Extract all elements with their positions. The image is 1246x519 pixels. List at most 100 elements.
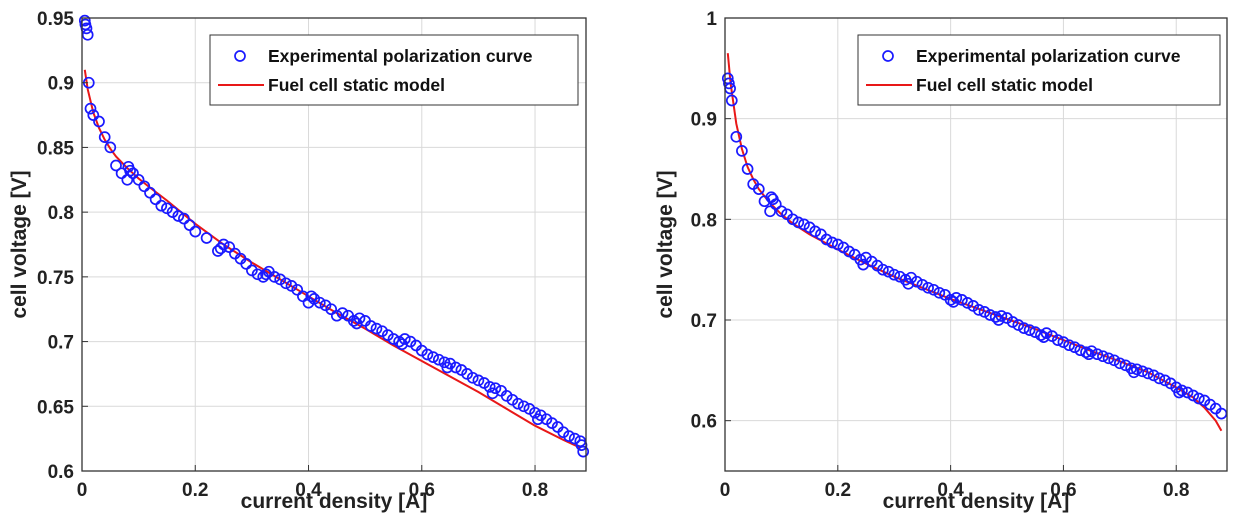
y-tick-label: 0.9 [48,74,74,95]
data-point [1159,374,1171,387]
data-point [922,281,934,294]
data-point [910,275,923,288]
y-axis-label: cell voltage [V] [654,170,677,318]
data-point [809,225,822,238]
data-point [305,290,318,303]
data-point [894,270,906,283]
data-point [877,263,889,276]
data-point [1063,339,1075,352]
data-point [149,193,162,206]
data-point [347,315,360,327]
data-point [568,432,581,445]
y-tick-label: 0.6 [691,412,717,433]
data-point [956,294,968,306]
data-point [1192,392,1205,405]
data-point [933,286,946,299]
data-point [172,210,185,222]
x-tick-label: 0.4 [295,480,322,501]
data-point [1097,350,1109,363]
x-tick-label: 0.8 [1163,480,1189,501]
data-point [1012,319,1025,331]
data-point [950,292,963,304]
data-point [313,296,326,309]
legend-label-model: Fuel cell static model [916,75,1093,95]
data-point [466,371,479,384]
data-point [826,236,839,249]
data-point [81,28,94,41]
y-tick-label: 0.75 [37,268,74,289]
data-point [268,271,281,283]
x-axis-label: current density [A] [241,490,428,513]
data-point [110,159,122,172]
y-axis-label: cell voltage [V] [8,170,31,318]
axes-box [724,17,1228,472]
y-tick-label: 0.8 [691,210,717,231]
y-tick-label: 1 [706,9,717,30]
data-point [995,310,1008,322]
data-point [577,445,590,458]
data-point [421,348,434,361]
data-point [449,361,462,374]
data-point [723,77,735,90]
data-point [387,333,400,345]
data-point [978,306,991,318]
x-tick-label: 0.6 [409,480,435,501]
x-tick-label: 0.2 [825,480,851,501]
data-point [1187,389,1200,402]
legend-box [857,34,1221,106]
data-point [1080,346,1092,359]
data-point [529,406,541,419]
data-point [984,309,996,321]
data-point [398,333,411,345]
data-point [138,180,151,193]
y-tick-label: 0.95 [37,9,74,30]
y-tick-label: 0.9 [691,110,717,131]
data-point [961,297,974,309]
legend-marker-experimental [882,50,894,62]
data-point [189,225,202,238]
data-point [98,131,111,143]
data-point [792,216,805,229]
y-tick-label: 0.8 [48,203,74,224]
data-point [370,322,383,335]
data-point [1068,341,1081,354]
chart-panel-2: 0 0.2 0.4 0.6 0.8 0.6 0.7 0.8 0.9 1 current densit… [654,9,1228,513]
data-point [1147,369,1160,382]
chart-panel-1: 0 0.2 0.4 0.6 0.8 0.6 0.65 0.7 0.75 0.8 0.85 0.9 0.9… [8,9,590,513]
legend-label-experimental: Experimental polarization curve [268,46,533,66]
data-point [563,430,575,442]
data-point [1040,327,1053,339]
data-point [927,283,940,296]
data-point [916,278,929,291]
data-point [336,307,349,319]
x-axis-label: current density [A] [883,490,1070,513]
legend: Experimental polarization curve Fuel cell… [209,34,579,106]
data-point [730,130,743,143]
data-point [786,213,799,226]
y-tick-label: 0.6 [48,462,74,483]
x-tick-label: 0.2 [182,480,208,501]
data-point [124,164,136,177]
data-point [93,115,105,128]
data-point [888,268,901,281]
data-point [1006,316,1019,328]
data-point [251,268,264,281]
data-point [517,400,530,413]
legend: Experimental polarization curve Fuel cell… [857,34,1221,106]
data-point [1057,336,1070,348]
data-point [489,382,502,395]
data-point [291,283,304,296]
data-point [1108,354,1121,367]
axes-box [81,17,587,472]
data-point [798,218,810,231]
data-point [1119,359,1132,372]
data-point [764,205,776,218]
data-point [741,163,754,175]
data-point [736,145,748,157]
x-tick-label: 0.4 [937,480,964,501]
data-point [472,374,485,387]
data-point [1142,367,1154,380]
data-point [393,335,405,348]
data-point [843,245,855,258]
data-point [989,311,1002,323]
